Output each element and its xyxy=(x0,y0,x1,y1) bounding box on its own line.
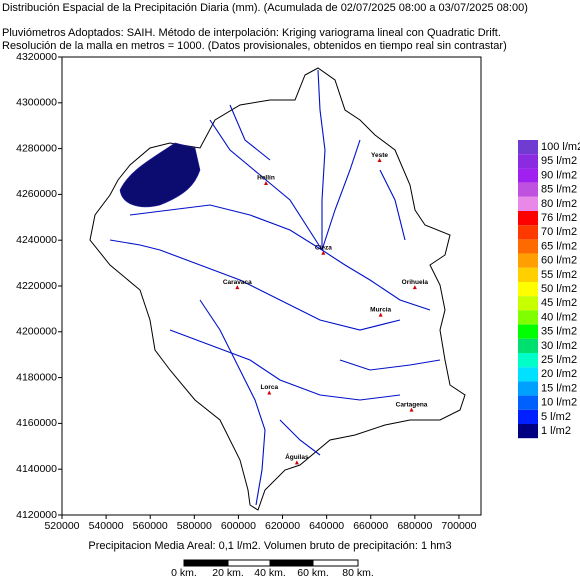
city-label: Cartagena xyxy=(396,401,428,408)
legend-swatch xyxy=(518,324,538,339)
legend-swatch xyxy=(518,367,538,382)
city-marker xyxy=(378,312,383,317)
legend-swatch xyxy=(518,310,538,325)
legend-swatch xyxy=(518,353,538,368)
legend-label: 65 l/m2 xyxy=(541,240,577,252)
legend-swatch xyxy=(518,239,538,254)
legend-swatch xyxy=(518,296,538,311)
city-marker xyxy=(412,285,417,290)
city-marker xyxy=(321,250,326,255)
legend-swatch xyxy=(518,395,538,410)
legend-swatch xyxy=(518,182,538,197)
legend-label: 60 l/m2 xyxy=(541,255,577,267)
legend-swatch xyxy=(518,140,538,155)
legend-label: 40 l/m2 xyxy=(541,311,577,323)
x-tick-label: 520000 xyxy=(44,520,79,532)
legend-label: 35 l/m2 xyxy=(541,326,577,338)
y-tick-label: 4180000 xyxy=(16,371,57,383)
legend-label: 1 l/m2 xyxy=(541,425,571,437)
city-marker xyxy=(377,158,382,163)
city-label: Caravaca xyxy=(223,279,252,286)
y-tick-label: 4240000 xyxy=(16,234,57,246)
legend-label: 30 l/m2 xyxy=(541,340,577,352)
scale-segment xyxy=(227,559,271,567)
x-tick-label: 640000 xyxy=(309,520,344,532)
y-tick-label: 4120000 xyxy=(16,509,57,521)
city-marker xyxy=(263,180,268,185)
legend-swatch xyxy=(518,211,538,226)
legend-swatch xyxy=(518,196,538,211)
scale-segment xyxy=(269,559,314,567)
x-tick-label: 620000 xyxy=(265,520,300,532)
x-tick-label: 680000 xyxy=(397,520,432,532)
city-label: Yeste xyxy=(371,152,388,159)
legend-label: 25 l/m2 xyxy=(541,354,577,366)
scale-label: 40 km. xyxy=(254,567,286,579)
legend-label: 10 l/m2 xyxy=(541,397,577,409)
legend-label: 80 l/m2 xyxy=(541,198,577,210)
scale-label: 20 km. xyxy=(212,567,244,579)
scale-label: 0 km. xyxy=(171,567,197,579)
legend-label: 95 l/m2 xyxy=(541,155,577,167)
legend-swatch xyxy=(518,282,538,297)
title: Distribución Espacial de la Precipitació… xyxy=(2,2,528,14)
city-label: Cieza xyxy=(315,245,332,252)
legend-label: 76 l/m2 xyxy=(541,212,577,224)
legend-label: 100 l/m2 xyxy=(541,141,580,153)
scale-segment xyxy=(183,559,229,567)
legend-label: 55 l/m2 xyxy=(541,269,577,281)
y-tick-label: 4280000 xyxy=(16,142,57,154)
city-marker xyxy=(235,285,240,290)
legend-swatch xyxy=(518,338,538,353)
y-tick-label: 4260000 xyxy=(16,188,57,200)
city-label: Murcia xyxy=(370,306,391,313)
x-tick-label: 540000 xyxy=(89,520,124,532)
legend-label: 15 l/m2 xyxy=(541,382,577,394)
legend-label: 70 l/m2 xyxy=(541,226,577,238)
footer-note: Precipitacion Media Areal: 0,1 l/m2. Vol… xyxy=(88,540,451,552)
city-label: Orihuela xyxy=(402,279,429,286)
city-label: Hellín xyxy=(257,175,275,182)
y-tick-label: 4200000 xyxy=(16,326,57,338)
legend-label: 20 l/m2 xyxy=(541,368,577,380)
legend-swatch xyxy=(518,409,538,424)
subtitle-line: Resolución de la malla en metros = 1000.… xyxy=(2,40,507,52)
legend-label: 5 l/m2 xyxy=(541,411,571,423)
y-tick-label: 4160000 xyxy=(16,417,57,429)
y-tick-label: 4220000 xyxy=(16,280,57,292)
y-tick-label: 4300000 xyxy=(16,97,57,109)
legend-swatch xyxy=(518,168,538,183)
scale-label: 80 km. xyxy=(342,567,374,579)
x-tick-label: 700000 xyxy=(441,520,476,532)
city-marker xyxy=(267,390,272,395)
legend-swatch xyxy=(518,253,538,268)
legend-label: 90 l/m2 xyxy=(541,169,577,181)
x-tick-label: 600000 xyxy=(221,520,256,532)
x-tick-label: 560000 xyxy=(133,520,168,532)
legend-swatch xyxy=(518,381,538,396)
city-label: Lorca xyxy=(260,384,278,391)
legend-swatch xyxy=(518,424,538,439)
legend-label: 45 l/m2 xyxy=(541,297,577,309)
precipitation-area xyxy=(119,142,201,208)
city-marker xyxy=(294,460,299,465)
legend-swatch xyxy=(518,267,538,282)
legend-label: 85 l/m2 xyxy=(541,184,577,196)
x-tick-label: 660000 xyxy=(353,520,388,532)
rivers xyxy=(109,69,441,506)
scale-segment xyxy=(312,559,359,567)
scale-label: 60 km. xyxy=(297,567,329,579)
x-tick-label: 580000 xyxy=(177,520,212,532)
y-tick-label: 4140000 xyxy=(16,463,57,475)
city-marker xyxy=(409,407,414,412)
legend-swatch xyxy=(518,225,538,240)
legend-swatch xyxy=(518,154,538,169)
subtitle-line: Pluviómetros Adoptados: SAIH. Método de … xyxy=(2,27,501,39)
legend-label: 50 l/m2 xyxy=(541,283,577,295)
y-tick-label: 4320000 xyxy=(16,51,57,63)
city-label: Águilas xyxy=(285,452,309,461)
